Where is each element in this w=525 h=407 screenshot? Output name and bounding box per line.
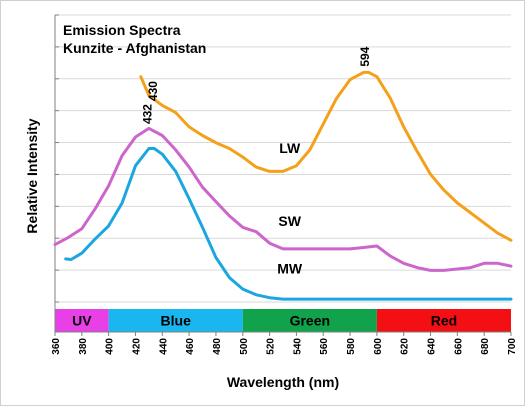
x-tick-label-440: 440 xyxy=(158,338,169,355)
band-label-blue: Blue xyxy=(161,313,192,329)
series-label-sw: SW xyxy=(278,213,301,229)
band-label-uv: UV xyxy=(72,313,92,329)
y-axis-title: Relative Intensity xyxy=(24,118,40,233)
x-tick-label-640: 640 xyxy=(427,338,438,355)
x-tick-label-380: 380 xyxy=(78,338,89,355)
x-tick-label-480: 480 xyxy=(212,338,223,355)
wavelength-band-bar: UV Blue Green Red xyxy=(55,309,511,332)
x-tick-label-560: 560 xyxy=(319,338,330,355)
x-tick-label-420: 420 xyxy=(131,338,142,355)
axis-layer: 360 380 400 420 440 460 480 500 520 540 560 580 600 6… xyxy=(51,15,518,355)
x-tick-label-620: 620 xyxy=(400,338,411,355)
x-tick-label-600: 600 xyxy=(373,338,384,355)
band-blue xyxy=(108,309,243,332)
x-tick-label-360: 360 xyxy=(51,338,62,355)
x-tick-label-520: 520 xyxy=(266,338,277,355)
series-layer xyxy=(53,70,513,301)
x-tick-label-540: 540 xyxy=(292,338,303,355)
chart-title-line-2: Kunzite - Afghanistan xyxy=(63,40,206,56)
series-line-mw xyxy=(64,147,513,301)
band-label-green: Green xyxy=(290,313,330,329)
x-tick-label-460: 460 xyxy=(185,338,196,355)
chart-title-line-1: Emission Spectra xyxy=(63,22,181,38)
x-tick-label-580: 580 xyxy=(346,338,357,355)
band-green xyxy=(242,309,377,332)
x-tick-label-500: 500 xyxy=(239,338,250,355)
band-uv xyxy=(55,309,109,332)
band-red xyxy=(376,309,511,332)
x-tick-label-680: 680 xyxy=(480,338,491,355)
peak-label-594: 594 xyxy=(358,46,372,66)
peak-label-430: 430 xyxy=(146,81,160,101)
grid-layer xyxy=(55,14,511,303)
band-label-red: Red xyxy=(431,313,457,329)
x-tick-label-400: 400 xyxy=(105,338,116,355)
x-axis-title: Wavelength (nm) xyxy=(227,374,339,390)
series-line-sw xyxy=(53,126,513,272)
peak-label-432: 432 xyxy=(141,104,155,124)
x-tick-label-660: 660 xyxy=(453,338,464,355)
series-label-lw: LW xyxy=(279,140,301,156)
x-tick-label-700: 700 xyxy=(507,338,518,355)
series-label-mw: MW xyxy=(277,260,303,276)
series-line-lw xyxy=(139,70,513,242)
annotation-layer: LW SW MW 432 430 594 xyxy=(141,46,372,276)
